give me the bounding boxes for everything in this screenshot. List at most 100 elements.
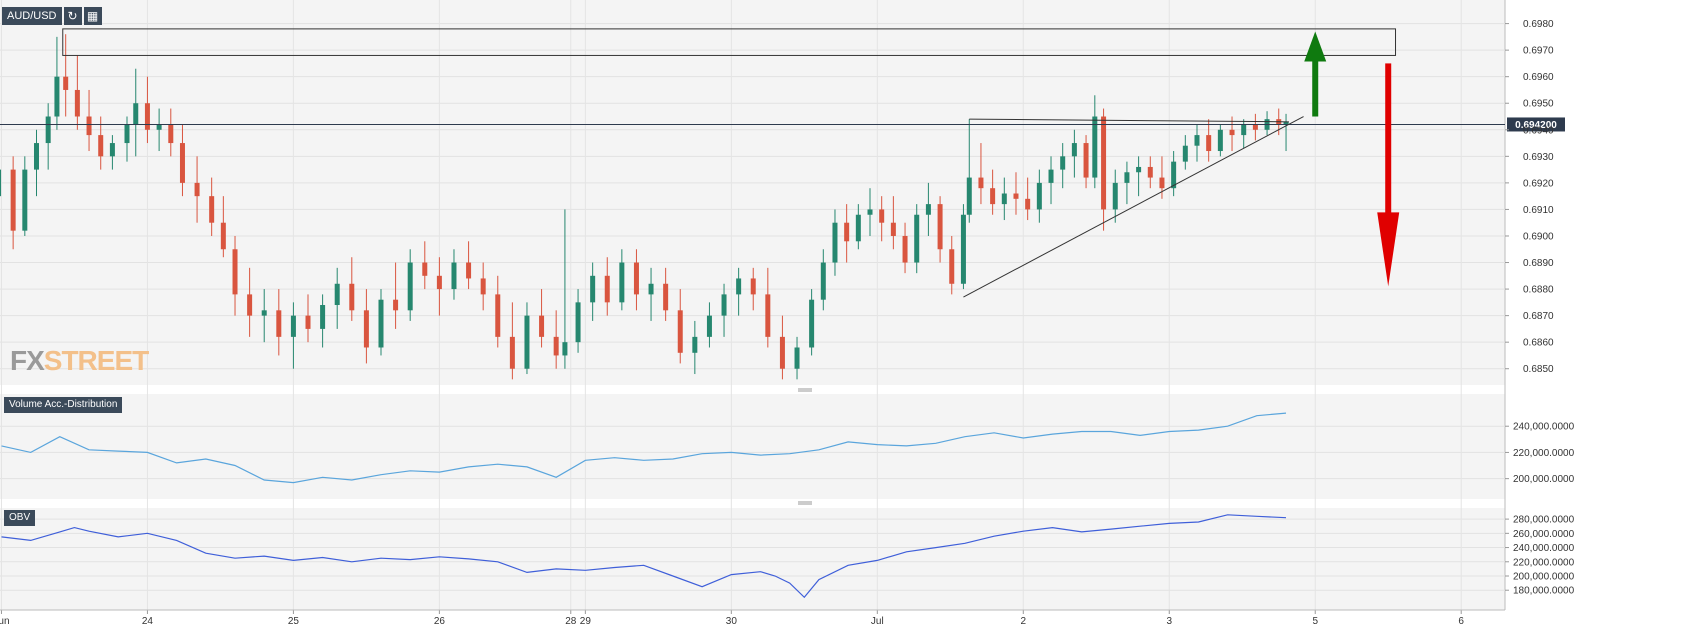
price-layer: 0.694200 xyxy=(0,34,1565,380)
candle-body xyxy=(74,89,80,117)
candle-body xyxy=(844,222,850,242)
candle-body xyxy=(914,214,920,263)
candle-body xyxy=(378,299,384,348)
candle-body xyxy=(276,310,282,337)
candle-body xyxy=(1252,124,1258,130)
candle-body xyxy=(1147,166,1153,178)
candle-body xyxy=(1092,116,1098,178)
candle-body xyxy=(22,169,28,231)
ad-tick-label: 240,000.0000 xyxy=(1513,422,1575,433)
candle-body xyxy=(1206,135,1212,152)
candle-body xyxy=(820,262,826,300)
last-price-label: 0.694200 xyxy=(1515,120,1557,131)
price-tick-label: 0.6880 xyxy=(1523,285,1554,296)
panel-resize-handle[interactable] xyxy=(798,388,812,392)
candle-body xyxy=(765,294,771,337)
price-tick-label: 0.6870 xyxy=(1523,311,1554,322)
candle-body xyxy=(1283,121,1289,125)
ad-tick-label: 200,000.0000 xyxy=(1513,474,1575,485)
symbol-toolbar: AUD/USD ↻ ▦ xyxy=(2,7,102,25)
candle-body xyxy=(524,315,530,369)
candle-body xyxy=(261,310,267,316)
refresh-icon[interactable]: ↻ xyxy=(63,7,82,25)
candle-body xyxy=(721,294,727,316)
calendar-icon[interactable]: ▦ xyxy=(83,7,102,25)
candle-body xyxy=(209,196,215,223)
x-tick-label: 2 xyxy=(1021,616,1027,627)
last-price-tag xyxy=(1507,117,1565,132)
candle-body xyxy=(539,315,545,337)
candle-body xyxy=(1048,169,1054,183)
candle-body xyxy=(495,294,501,337)
candle-body xyxy=(290,315,296,337)
candle-body xyxy=(1112,182,1118,210)
candle-body xyxy=(736,278,742,295)
x-tick-label: 30 xyxy=(726,616,738,627)
candle-body xyxy=(363,310,369,348)
watermark-street: STREET xyxy=(43,345,149,376)
obv-tick-label: 260,000.0000 xyxy=(1513,529,1575,540)
candle-body xyxy=(925,204,931,215)
obv-tick-label: 240,000.0000 xyxy=(1513,543,1575,554)
watermark-fx: FX xyxy=(10,345,45,376)
x-tick-label: Jul xyxy=(871,616,884,627)
candle-body xyxy=(232,249,238,295)
triangle-resistance-line xyxy=(969,118,1289,123)
resistance-zone-box xyxy=(62,28,1397,56)
watermark-logo: FXSTREET xyxy=(10,345,149,377)
candle-body xyxy=(879,209,885,223)
candle-body xyxy=(978,177,984,189)
candle-body xyxy=(750,278,756,295)
candle-body xyxy=(33,143,39,170)
candle-body xyxy=(1241,124,1247,136)
price-tick-label: 0.6860 xyxy=(1523,338,1554,349)
ad-tick-label: 220,000.0000 xyxy=(1513,448,1575,459)
price-tick-label: 0.6850 xyxy=(1523,364,1554,375)
candle-body xyxy=(966,177,972,215)
candle-body xyxy=(63,76,69,90)
price-tick-label: 0.6920 xyxy=(1523,178,1554,189)
x-tick-label: 5 xyxy=(1312,616,1318,627)
candle-body xyxy=(45,116,51,144)
price-tick-label: 0.6980 xyxy=(1523,19,1554,30)
candle-body xyxy=(124,124,130,144)
candle-body xyxy=(1124,172,1130,183)
candle-body xyxy=(949,249,955,284)
x-tick-label: 6 xyxy=(1458,616,1464,627)
ad-panel-label[interactable]: Volume Acc.-Distribution xyxy=(4,397,123,413)
candle-body xyxy=(168,124,174,144)
candle-body xyxy=(1182,145,1188,162)
candle-body xyxy=(1083,143,1089,178)
price-tick-label: 0.6950 xyxy=(1523,99,1554,110)
candle-body xyxy=(436,275,442,290)
obv-tick-label: 200,000.0000 xyxy=(1513,572,1575,583)
candle-body xyxy=(590,275,596,303)
price-tick-label: 0.6930 xyxy=(1523,152,1554,163)
candle-body xyxy=(156,124,162,130)
candle-body xyxy=(133,103,139,125)
candle-body xyxy=(86,116,92,136)
triangle-support-line xyxy=(963,116,1304,298)
candle-body xyxy=(422,262,428,276)
candle-body xyxy=(990,188,996,205)
obv-panel-label[interactable]: OBV xyxy=(4,510,36,526)
candle-body xyxy=(779,336,785,369)
grid-layer xyxy=(0,0,1505,610)
candle-body xyxy=(855,214,861,242)
x-tick-label: 25 xyxy=(288,616,300,627)
candle-body xyxy=(902,235,908,263)
candle-body xyxy=(706,315,712,337)
candle-body xyxy=(0,169,2,197)
x-tick-label: 29 xyxy=(580,616,592,627)
candle-body xyxy=(393,299,399,311)
candle-body xyxy=(10,169,16,231)
ad-series-line xyxy=(1,412,1287,484)
ad-panel-bg xyxy=(0,394,1505,499)
candle-body xyxy=(1025,198,1031,210)
panel-resize-handle[interactable] xyxy=(798,501,812,505)
x-tick-label: 28 xyxy=(565,616,577,627)
candle-body xyxy=(220,222,226,250)
candle-body xyxy=(480,278,486,295)
symbol-label[interactable]: AUD/USD xyxy=(2,7,62,25)
candle-body xyxy=(305,315,311,329)
